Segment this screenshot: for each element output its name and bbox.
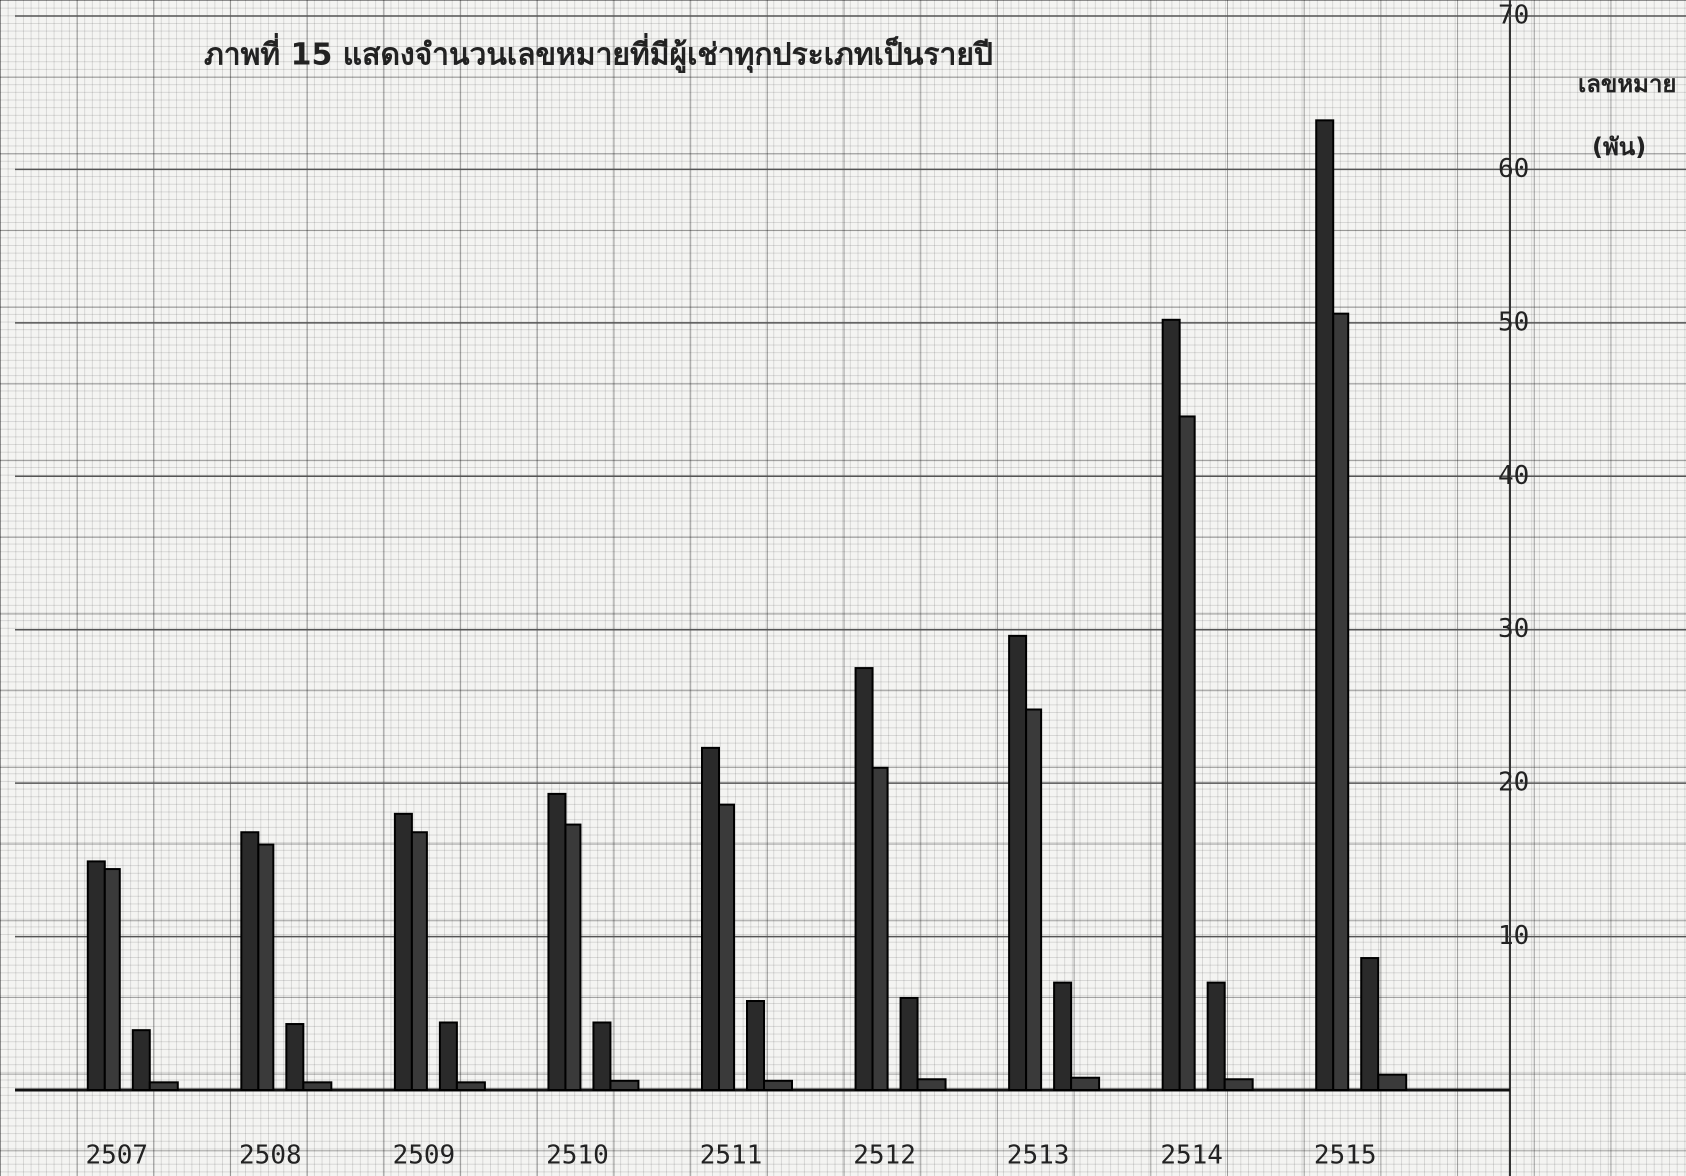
bar [438,1021,458,1092]
y-tick-label: 70 [1498,1,1529,31]
bar [854,667,874,1091]
bar [592,1021,612,1092]
y-tick-label: 30 [1498,614,1529,644]
bar [285,1023,305,1092]
x-tick-label: 2509 [393,1141,456,1171]
bar [1161,318,1181,1091]
bar [1377,1073,1408,1091]
bar [701,746,720,1092]
bar [257,843,275,1091]
bar [1360,957,1380,1092]
y-tick-label: 50 [1498,307,1529,337]
bar [1332,312,1350,1091]
bar [916,1078,947,1092]
bar [1223,1078,1254,1092]
chart-title: ภาพที่ 15 แสดงจำนวนเลขหมายที่มีผู้เช่าทุ… [204,33,993,74]
bar [410,831,428,1091]
x-tick-label: 2512 [853,1141,916,1171]
bar [148,1081,179,1092]
y-tick-label: 40 [1498,461,1529,491]
bar [1178,415,1196,1092]
bar [1025,708,1043,1091]
x-tick-label: 2507 [85,1141,148,1171]
bar [564,823,582,1091]
bar [302,1081,333,1092]
bar [746,1000,765,1091]
bar [899,996,919,1092]
x-tick-label: 2511 [700,1141,763,1171]
x-tick-label: 2513 [1007,1141,1070,1171]
x-tick-label: 2508 [239,1141,302,1171]
bar [547,792,567,1092]
bar [240,831,260,1091]
x-tick-label: 2510 [546,1141,609,1171]
bar [1008,634,1028,1091]
bar [1206,981,1226,1091]
x-tick-label: 2514 [1160,1141,1223,1171]
bar [103,868,121,1092]
bar [1070,1076,1101,1091]
bar [609,1079,640,1092]
y-tick-label: 60 [1498,154,1529,184]
y-tick-label: 10 [1498,921,1529,951]
y-axis-label: (พัน) [1592,133,1646,161]
bar [871,766,889,1091]
y-axis-label: เลขหมาย [1578,70,1677,98]
bar [86,860,106,1091]
bar [1053,981,1073,1091]
bar [718,803,735,1091]
bar [131,1029,151,1091]
bar [1315,119,1335,1092]
bar [393,812,413,1091]
bar [763,1079,793,1092]
bar [455,1081,486,1092]
x-tick-label: 2515 [1314,1141,1377,1171]
y-tick-label: 20 [1498,768,1529,798]
